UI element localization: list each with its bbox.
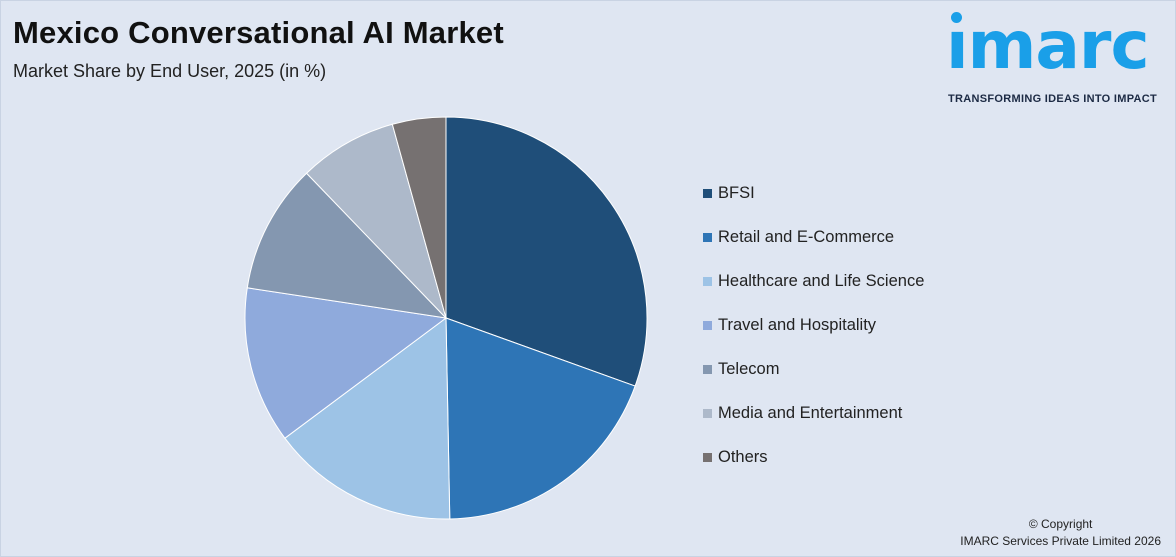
chart-subtitle: Market Share by End User, 2025 (in %) xyxy=(13,61,327,81)
legend-item: Healthcare and Life Science xyxy=(703,259,924,303)
logo-wordmark: ımarc xyxy=(946,7,1150,84)
legend-label: BFSI xyxy=(718,183,755,202)
legend-item: Media and Entertainment xyxy=(703,391,924,435)
chart-title: Mexico Conversational AI Market xyxy=(13,15,504,50)
pie-slice-travel-and-hospitality xyxy=(244,287,448,439)
legend-label: Telecom xyxy=(718,359,780,378)
legend-label: Travel and Hospitality xyxy=(718,315,877,334)
pie-slice-retail-and-e-commerce xyxy=(445,317,636,520)
pie-slice-media-and-entertainment xyxy=(305,123,447,319)
legend-swatch xyxy=(703,276,712,286)
legend-swatch xyxy=(703,408,712,418)
logo-tagline: TRANSFORMING IDEAS INTO IMPACT xyxy=(948,93,1158,105)
imarc-logo: ımarc TRANSFORMING IDEAS INTO IMPACT xyxy=(946,7,1170,110)
legend-swatch xyxy=(703,320,712,330)
legend-swatch xyxy=(703,232,712,242)
pie-slice-healthcare-and-life-science xyxy=(284,317,451,520)
pie-slice-telecom xyxy=(246,172,448,319)
legend-label: Retail and E-Commerce xyxy=(718,227,895,246)
copyright-line-2: IMARC Services Private Limited 2026 xyxy=(960,534,1161,548)
copyright-notice: © Copyright IMARC Services Private Limit… xyxy=(960,516,1161,550)
legend-swatch xyxy=(703,188,712,198)
legend-item: Others xyxy=(703,435,924,479)
legend-label: Healthcare and Life Science xyxy=(718,271,925,290)
legend-item: Travel and Hospitality xyxy=(703,303,924,347)
legend-item: Telecom xyxy=(703,347,924,391)
pie-slice-bfsi xyxy=(445,116,648,387)
legend-item: Retail and E-Commerce xyxy=(703,215,924,259)
chart-legend: BFSI Retail and E-Commerce Healthcare and … xyxy=(703,171,924,479)
legend-item: BFSI xyxy=(703,171,924,215)
legend-label: Media and Entertainment xyxy=(718,403,903,422)
legend-label: Others xyxy=(718,447,768,466)
copyright-line-1: © Copyright xyxy=(1028,517,1093,531)
logo-dot-icon xyxy=(951,12,962,23)
legend-swatch xyxy=(703,452,712,462)
pie-slice-others xyxy=(391,116,447,319)
legend-swatch xyxy=(703,364,712,374)
